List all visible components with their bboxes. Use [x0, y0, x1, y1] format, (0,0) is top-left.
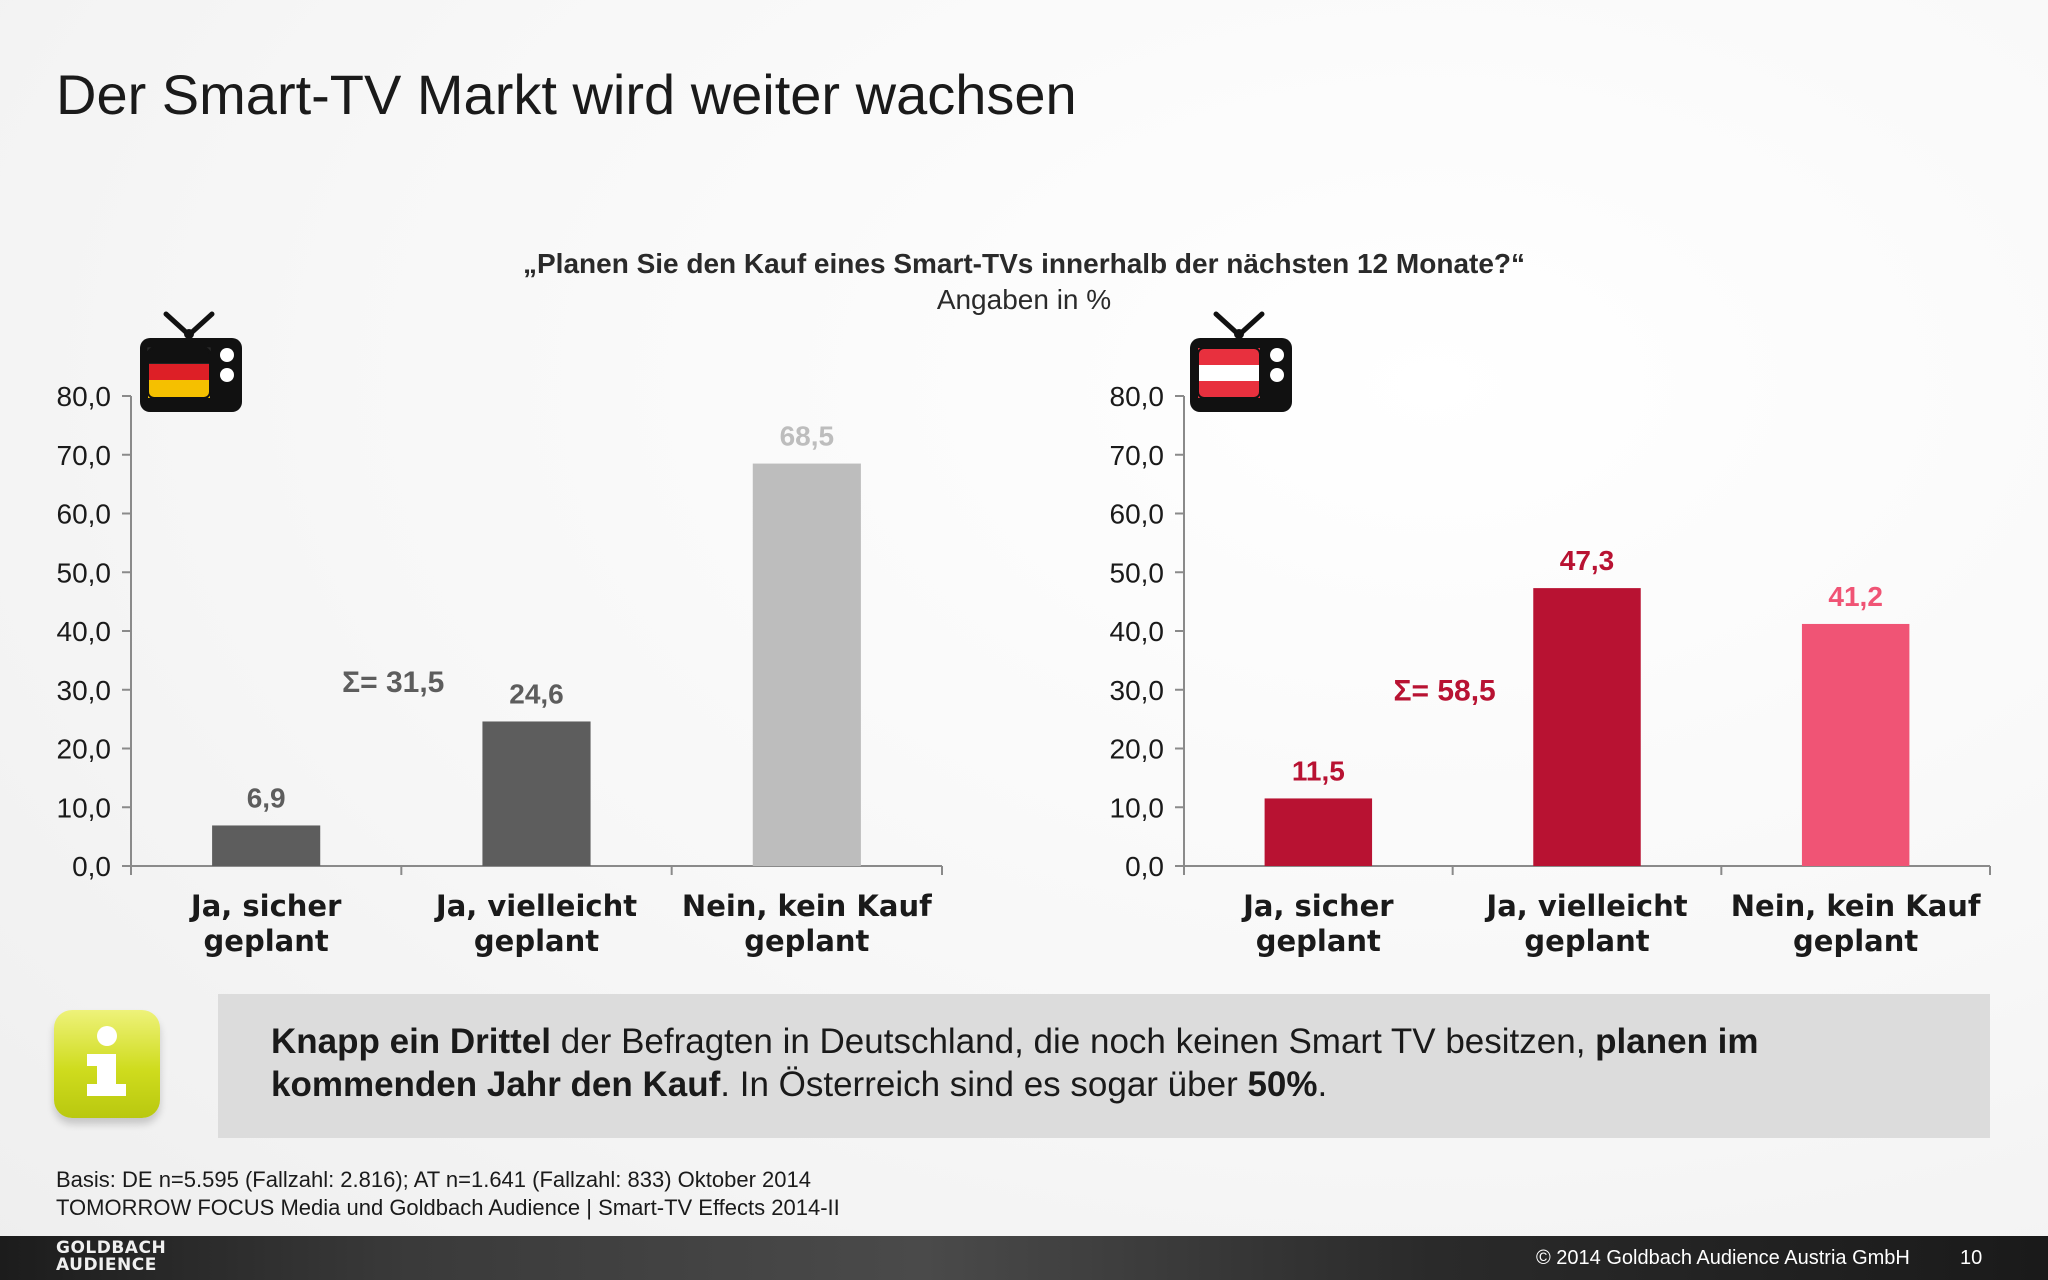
bar-value-label: 47,3 [1560, 545, 1615, 576]
category-label: geplant [474, 924, 599, 958]
goldbach-logo: GOLDBACH AUDIENCE [56, 1240, 166, 1274]
info-text-3: . [1317, 1065, 1328, 1104]
y-tick-label: 70,0 [1110, 440, 1165, 471]
category-label: geplant [1793, 924, 1918, 958]
source-note: Basis: DE n=5.595 (Fallzahl: 2.816); AT … [56, 1166, 840, 1222]
y-tick-label: 60,0 [1110, 499, 1165, 530]
chart-unit: Angaben in % [936, 284, 1112, 315]
y-tick-label: 80,0 [1110, 381, 1165, 412]
source-line-1: Basis: DE n=5.595 (Fallzahl: 2.816); AT … [56, 1167, 811, 1192]
y-tick-label: 0,0 [72, 851, 111, 882]
logo-line-2: AUDIENCE [56, 1255, 157, 1275]
tv-germany-flag-icon [140, 311, 242, 412]
bar [482, 721, 591, 866]
bar-value-label: 11,5 [1292, 755, 1345, 786]
info-bold-2: planen im kommenden Jahr den Kauf [271, 1022, 1759, 1104]
y-tick-label: 80,0 [57, 381, 112, 412]
info-icon [54, 1010, 160, 1118]
y-tick-label: 10,0 [1110, 792, 1165, 823]
bar [1264, 798, 1373, 866]
page-number: 10 [1960, 1247, 1983, 1269]
info-box [218, 994, 1990, 1138]
bar-value-label: 24,6 [509, 678, 564, 709]
y-tick-label: 20,0 [1110, 734, 1165, 765]
y-tick-label: 20,0 [57, 734, 112, 765]
y-tick-label: 30,0 [1110, 675, 1165, 706]
y-tick-label: 30,0 [57, 675, 112, 706]
bar-value-label: 41,2 [1828, 581, 1883, 612]
info-text: Knapp ein Drittel der Befragten in Deuts… [271, 1020, 1951, 1106]
page-title: Der Smart-TV Markt wird weiter wachsen [56, 63, 1077, 126]
info-text-2: . In Österreich sind es sogar über [720, 1065, 1248, 1104]
bar [1533, 588, 1641, 866]
y-tick-label: 40,0 [1110, 616, 1165, 647]
bar [212, 825, 321, 866]
sum-annotation: Σ= 31,5 [342, 666, 444, 699]
category-label: Nein, kein Kauf [682, 889, 932, 923]
source-line-2: TOMORROW FOCUS Media und Goldbach Audien… [56, 1195, 840, 1220]
y-tick-label: 70,0 [57, 440, 112, 471]
y-tick-label: 50,0 [57, 557, 112, 588]
bar-value-label: 68,5 [780, 421, 835, 452]
category-label: geplant [204, 924, 329, 958]
y-tick-label: 40,0 [57, 616, 112, 647]
category-label: Ja, sicher [189, 889, 342, 923]
info-text-1: der Befragten in Deutschland, die noch k… [551, 1022, 1596, 1061]
bar-value-label: 6,9 [247, 782, 286, 813]
y-tick-label: 0,0 [1125, 851, 1164, 882]
copyright: © 2014 Goldbach Audience Austria GmbH [1536, 1247, 1910, 1269]
bar-chart-germany: 0,0 10,0 20,0 30,0 40,0 50,0 60,0 70,0 80,0 6,9 Ja… [57, 381, 943, 958]
category-label: geplant [1524, 924, 1649, 958]
category-label: Ja, vielleicht [1484, 889, 1687, 923]
footer-bar [0, 1236, 2048, 1280]
category-label: geplant [744, 924, 869, 958]
info-bold-3: 50% [1247, 1065, 1318, 1104]
y-tick-label: 10,0 [57, 792, 112, 823]
bar [1801, 623, 1910, 866]
bar-chart-austria: 0,0 10,0 20,0 30,0 40,0 50,0 60,0 70,0 80,0 11,5 J… [1110, 381, 1991, 958]
category-label: Ja, sicher [1241, 889, 1394, 923]
tv-austria-flag-icon [1190, 311, 1292, 412]
category-label: geplant [1256, 924, 1381, 958]
category-label: Ja, vielleicht [434, 889, 637, 923]
chart-question: „Planen Sie den Kauf eines Smart-TVs inn… [522, 248, 1526, 279]
info-bold-1: Knapp ein Drittel [271, 1022, 552, 1061]
y-tick-label: 50,0 [1110, 557, 1165, 588]
category-label: Nein, kein Kauf [1731, 889, 1981, 923]
y-tick-label: 60,0 [57, 499, 112, 530]
bar [752, 463, 861, 866]
logo-line-1: GOLDBACH [56, 1238, 167, 1258]
sum-annotation: Σ= 58,5 [1393, 674, 1495, 707]
